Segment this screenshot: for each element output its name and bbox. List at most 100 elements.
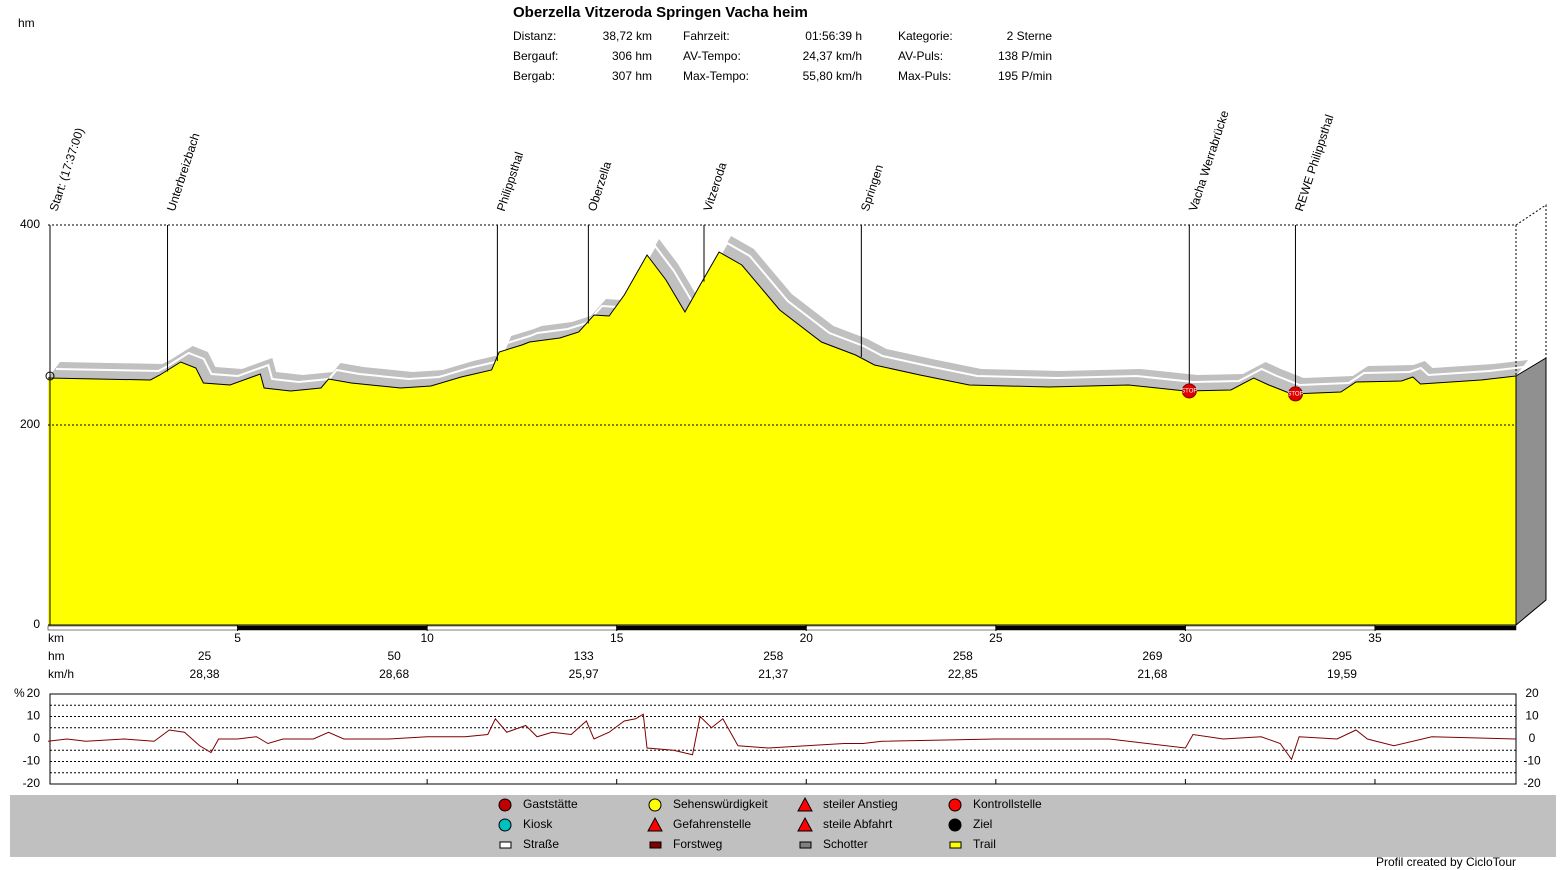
stat-label: Kategorie: [898,29,953,43]
legend-icon [648,798,662,812]
stat-value: 307 hm [612,69,652,83]
x-tick-label: 10 [420,631,434,645]
row-value: 28,68 [379,667,409,681]
y-tick-label: 0 [33,731,40,745]
legend-label: Gaststätte [523,797,578,811]
legend-label: Gefahrenstelle [673,817,751,831]
stop-icon [1287,386,1303,402]
waypoint-label: Oberzella [585,159,614,212]
x-tick-label: 15 [610,631,624,645]
km-ruler [47,625,238,631]
stat-value: 01:56:39 h [805,29,862,43]
y2-tick-label: 10 [1525,709,1539,723]
legend-icon [949,841,962,849]
legend-label: Trail [973,837,996,851]
stat-value: 195 P/min [998,69,1052,83]
y-tick-label: 0 [33,617,40,631]
waypoint-label: Springen [858,163,886,213]
profile-line [47,251,1517,395]
y2-tick-label: 0 [1529,731,1536,745]
row-value: 19,59 [1327,667,1357,681]
top-edge [1515,204,1547,358]
legend-icon [498,798,512,812]
km-ruler [237,625,428,631]
legend-label: Forstweg [673,837,722,851]
km-ruler [995,625,1186,631]
row-value: 21,68 [1137,667,1167,681]
row-value: 258 [953,649,973,663]
legend-icon [948,798,962,812]
stat-value: 38,72 km [603,29,652,43]
stat-label: Max-Tempo: [683,69,749,83]
stat-label: Distanz: [513,29,556,43]
legend-icon [647,816,663,832]
row-value: 21,37 [758,667,788,681]
side-face [1515,357,1547,627]
surface-band [48,236,1528,394]
km-ruler [616,625,807,631]
y-axis-label: % [14,686,25,700]
x-axis-label: km [48,631,64,645]
legend-icon [649,841,662,849]
row-label: hm [48,649,65,663]
legend-icon [799,841,812,849]
title: Oberzella Vitzeroda Springen Vacha heim [513,4,808,21]
row-value: 25,97 [569,667,599,681]
legend-label: Ziel [973,817,992,831]
waypoint-label: Vacha Werrabrücke [1186,108,1232,212]
stat-value: 138 P/min [998,49,1052,63]
stat-label: Max-Puls: [898,69,951,83]
stat-value: 306 hm [612,49,652,63]
y-tick-label: 10 [27,709,41,723]
legend-box [10,795,1556,857]
waypoint-label: Philippsthal [494,150,526,213]
row-value: 258 [763,649,783,663]
y-tick-label: 400 [20,217,40,231]
km-ruler [1374,625,1517,631]
y-tick-label: 200 [20,417,40,431]
legend-icon [498,818,512,832]
legend-icon [797,796,813,812]
stat-label: Bergauf: [513,49,558,63]
stat-value: 24,37 km/h [803,49,862,63]
row-value: 25 [198,649,212,663]
row-value: 22,85 [948,667,978,681]
legend-icon [948,818,962,832]
y-axis-label: hm [18,16,35,30]
gradient-frame [49,693,1517,785]
waypoint-label: Vitzeroda [701,160,730,213]
x-tick-label: 5 [234,631,241,645]
row-value: 295 [1332,649,1352,663]
row-label: km/h [48,667,74,681]
legend-label: Kiosk [523,817,553,831]
legend-label: steiler Anstieg [823,797,898,811]
legend-label: Kontrollstelle [973,797,1042,811]
row-value: 28,38 [190,667,220,681]
row-value: 269 [1142,649,1162,663]
waypoint-label: REWE Philippsthal [1292,113,1336,213]
row-value: 50 [387,649,401,663]
waypoint-label: Start: (17:37:00) [47,126,87,213]
stat-value: 2 Sterne [1007,29,1053,43]
km-ruler [426,625,617,631]
start-icon [45,371,55,381]
stat-label: Bergab: [513,69,555,83]
stop-text: STOP [1287,392,1303,398]
legend-icon [797,816,813,832]
surface-line [55,241,1525,387]
y2-tick-label: -10 [1523,754,1541,768]
profile-fill [48,252,1516,625]
legend-label: Sehenswürdigkeit [673,797,768,811]
y-tick-label: 20 [27,686,41,700]
x-tick-label: 30 [1179,631,1193,645]
gradient-line [47,713,1517,761]
km-ruler [1185,625,1376,631]
stat-label: AV-Tempo: [683,49,741,63]
stat-label: Fahrzeit: [683,29,730,43]
waypoint-label: Unterbreizbach [164,131,202,213]
legend-label: Straße [523,837,559,851]
legend-label: steile Abfahrt [823,817,893,831]
x-tick-label: 25 [989,631,1003,645]
legend-label: Schotter [823,837,868,851]
